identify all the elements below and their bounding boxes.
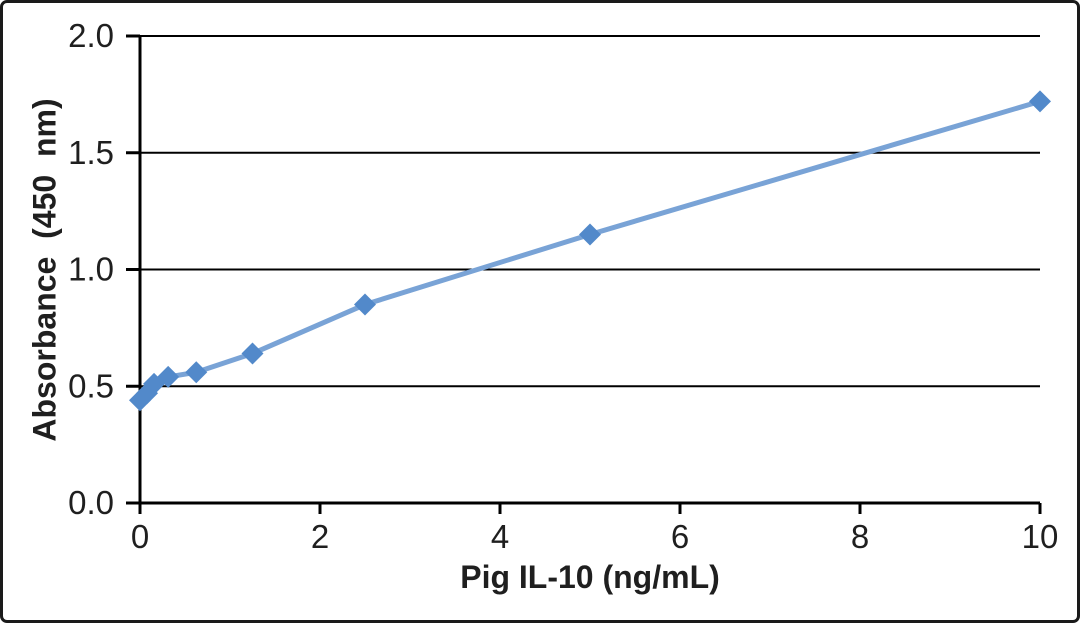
x-tick-label: 0 xyxy=(131,518,149,555)
x-tick-label: 8 xyxy=(851,518,869,555)
x-axis-title: Pig IL-10 (ng/mL) xyxy=(460,559,720,595)
data-point-marker xyxy=(157,365,180,388)
data-point-marker xyxy=(241,342,264,365)
y-tick-label: 0.5 xyxy=(68,367,114,404)
standard-curve-line-chart: 0.0 0.5 1.0 1.5 2.0 0 2 4 6 8 10 xyxy=(68,17,1059,555)
data-point-marker xyxy=(354,293,376,316)
x-tick-label: 6 xyxy=(671,518,689,555)
y-tick-label: 1.5 xyxy=(68,134,114,171)
x-tick-label: 2 xyxy=(311,518,329,555)
y-axis-title: Absorbance (450 nm) xyxy=(26,98,63,442)
y-tick-label: 1.0 xyxy=(68,251,114,288)
data-point-marker xyxy=(185,361,208,384)
data-point-marker xyxy=(579,223,601,246)
series-line xyxy=(137,98,1043,403)
y-tick-label: 2.0 xyxy=(68,17,114,54)
data-point-marker xyxy=(1029,90,1051,113)
y-tick-label: 0.0 xyxy=(68,484,114,521)
x-tick-label: 10 xyxy=(1022,518,1059,555)
x-tick-label: 4 xyxy=(491,518,509,555)
